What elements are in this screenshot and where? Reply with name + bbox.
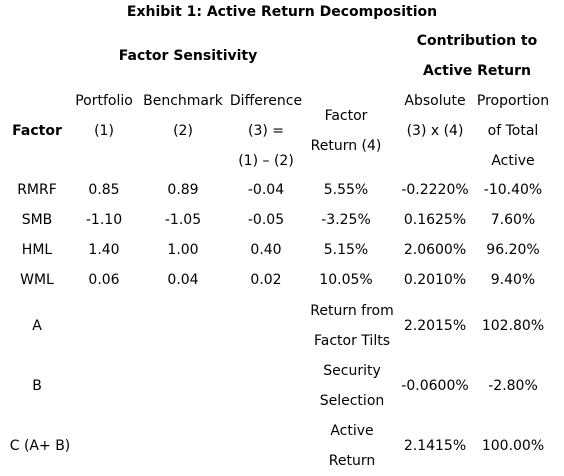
column-header: of Total xyxy=(487,123,539,139)
column-header: Factor xyxy=(324,108,368,124)
column-header: Benchmark xyxy=(143,93,223,109)
column-header: (3) = xyxy=(247,123,285,139)
column-header: Active xyxy=(491,153,535,169)
cell: 96.20% xyxy=(486,242,540,258)
column-header: Factor xyxy=(12,123,62,139)
summary-description: Factor Tilts xyxy=(314,333,390,349)
cell: 0.02 xyxy=(250,272,282,288)
group-header: Factor Sensitivity xyxy=(118,48,258,64)
summary-description: Return from xyxy=(310,303,394,319)
cell: RMRF xyxy=(17,182,57,198)
cell: 5.15% xyxy=(323,242,369,258)
cell: 0.04 xyxy=(167,272,199,288)
cell: 0.85 xyxy=(88,182,120,198)
cell: 2.2015% xyxy=(403,318,467,334)
cell: 10.05% xyxy=(319,272,373,288)
cell: 2.1415% xyxy=(403,438,467,454)
summary-description: Security xyxy=(323,363,381,379)
cell: 0.40 xyxy=(250,242,282,258)
column-header: Return (4) xyxy=(310,138,382,154)
cell: 2.0600% xyxy=(403,242,467,258)
column-header: (2) xyxy=(173,123,193,139)
column-header: (1) – (2) xyxy=(238,153,294,169)
cell: 1.00 xyxy=(167,242,199,258)
column-header: Absolute xyxy=(404,93,466,109)
summary-description: Selection xyxy=(319,393,385,409)
cell: 0.2010% xyxy=(403,272,467,288)
cell: -0.0600% xyxy=(401,378,469,394)
column-header: Proportion xyxy=(476,93,550,109)
column-header: Difference xyxy=(229,93,303,109)
cell: -1.10 xyxy=(85,212,123,228)
column-header: (1) xyxy=(94,123,114,139)
cell: 102.80% xyxy=(481,318,545,334)
cell: 100.00% xyxy=(481,438,545,454)
cell: SMB xyxy=(21,212,53,228)
cell: -2.80% xyxy=(488,378,538,394)
cell: -0.05 xyxy=(247,212,285,228)
summary-description: Active xyxy=(330,423,374,439)
cell: 0.89 xyxy=(167,182,199,198)
cell: 0.1625% xyxy=(403,212,467,228)
summary-label: B xyxy=(32,378,42,394)
group-header: Contribution to xyxy=(416,33,538,49)
cell: -10.40% xyxy=(483,182,543,198)
group-header: Active Return xyxy=(423,63,531,79)
cell: -3.25% xyxy=(321,212,371,228)
cell: HML xyxy=(21,242,53,258)
cell: 7.60% xyxy=(490,212,536,228)
column-header: (3) x (4) xyxy=(406,123,464,139)
summary-label: A xyxy=(32,318,42,334)
cell: 9.40% xyxy=(490,272,536,288)
cell: -0.04 xyxy=(247,182,285,198)
cell: 0.06 xyxy=(88,272,120,288)
cell: -1.05 xyxy=(164,212,202,228)
cell: -0.2220% xyxy=(401,182,469,198)
column-header: Portfolio xyxy=(75,93,133,109)
summary-label: C (A+ B) xyxy=(9,438,71,454)
cell: 1.40 xyxy=(88,242,120,258)
summary-description: Return xyxy=(328,453,376,469)
title: Exhibit 1: Active Return Decomposition xyxy=(126,4,438,20)
cell: 5.55% xyxy=(323,182,369,198)
cell: WML xyxy=(20,272,54,288)
